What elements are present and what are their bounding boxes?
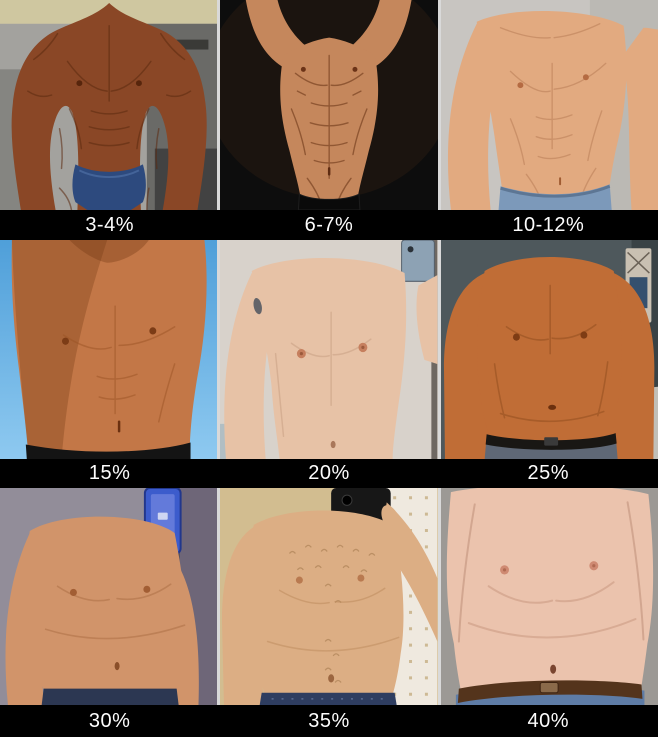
photo-cell-15pct	[0, 240, 218, 459]
stocky-torso-graphic	[440, 240, 658, 459]
label-bar-row-2: 15% 20% 25%	[0, 459, 658, 488]
label-3-4pct: 3-4%	[85, 213, 135, 236]
label-bar-row-3: 30% 35% 40%	[0, 705, 658, 737]
label-bar-row-1: 3-4% 6-7% 10-12%	[0, 210, 658, 240]
label-6-7pct: 6-7%	[304, 213, 354, 236]
label-40pct: 40%	[527, 709, 570, 732]
camera-graphic	[401, 240, 436, 282]
label-15pct: 15%	[88, 462, 131, 484]
photo-cell-25pct	[440, 240, 658, 459]
photo-cell-35pct	[220, 488, 438, 705]
lean-torso-graphic	[440, 0, 658, 210]
photo-row-2	[0, 240, 658, 459]
label-25pct: 25%	[527, 462, 570, 484]
bodybuilder-graphic	[0, 0, 218, 210]
photo-row-3	[0, 488, 658, 705]
photo-cell-30pct	[0, 488, 218, 705]
photo-cell-3-4pct	[0, 0, 218, 210]
photo-cell-20pct	[220, 240, 438, 459]
chest-hair-texture	[289, 544, 376, 683]
beach-torso-graphic	[0, 240, 218, 459]
arm-tattoo	[253, 297, 263, 315]
selfie-torso-graphic	[220, 240, 438, 459]
label-35pct: 35%	[308, 709, 350, 732]
photo-row-1	[0, 0, 658, 210]
overweight-selfie-graphic	[0, 488, 218, 705]
shredded-torso-graphic	[220, 0, 438, 210]
photo-cell-40pct	[440, 488, 658, 705]
belt-buckle-graphic	[539, 681, 559, 694]
photo-cell-10-12pct	[440, 0, 658, 210]
label-10-12pct: 10-12%	[512, 213, 585, 236]
label-20pct: 20%	[308, 462, 350, 484]
hairy-selfie-graphic	[220, 488, 438, 705]
obese-torso-graphic	[440, 488, 658, 705]
label-30pct: 30%	[88, 709, 131, 732]
photo-cell-6-7pct	[220, 0, 438, 210]
